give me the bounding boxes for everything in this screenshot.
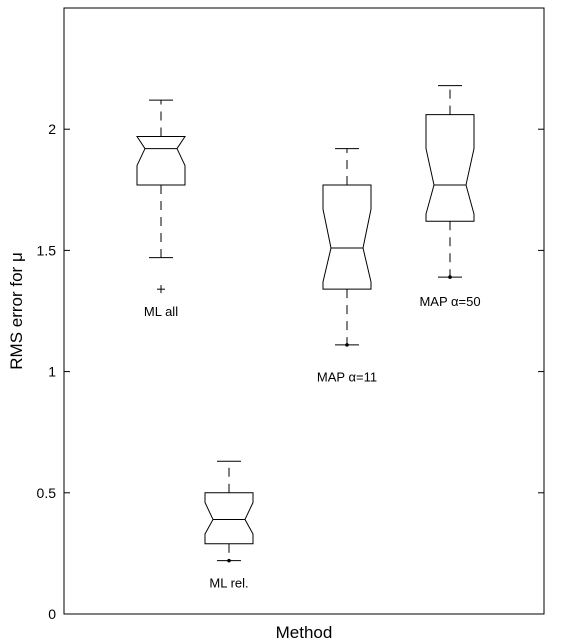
- outlier-marker: [448, 275, 452, 279]
- box-4: MAP α=50: [419, 85, 481, 309]
- box-2: ML rel.: [204, 460, 254, 590]
- box-1: ML all: [136, 99, 186, 319]
- y-tick-label: 0.5: [37, 485, 57, 501]
- box-body: [322, 184, 372, 290]
- plot-frame: [63, 7, 545, 615]
- y-tick-label: 0: [48, 606, 56, 622]
- outlier-marker: [345, 343, 349, 347]
- y-axis-label: RMS error for μ: [7, 252, 26, 369]
- box-body: [136, 135, 186, 186]
- box-label: MAP α=11: [317, 369, 377, 384]
- outlier-marker: [227, 558, 231, 563]
- y-axis-ticks: 0 0.5 1 1.5 2: [37, 121, 544, 622]
- box-body: [425, 114, 475, 222]
- boxes: ML all ML rel. MAP α=11 MAP α=50: [136, 85, 481, 590]
- y-tick-label: 2: [48, 121, 56, 137]
- y-tick-label: 1: [48, 364, 56, 380]
- y-tick-label: 1.5: [37, 242, 57, 258]
- box-label: ML all: [144, 304, 178, 319]
- box-label: MAP α=50: [419, 294, 480, 309]
- x-axis-label: Method: [276, 623, 333, 641]
- box-3: MAP α=11: [317, 148, 377, 384]
- box-body: [204, 492, 254, 545]
- box-label: ML rel.: [209, 575, 248, 590]
